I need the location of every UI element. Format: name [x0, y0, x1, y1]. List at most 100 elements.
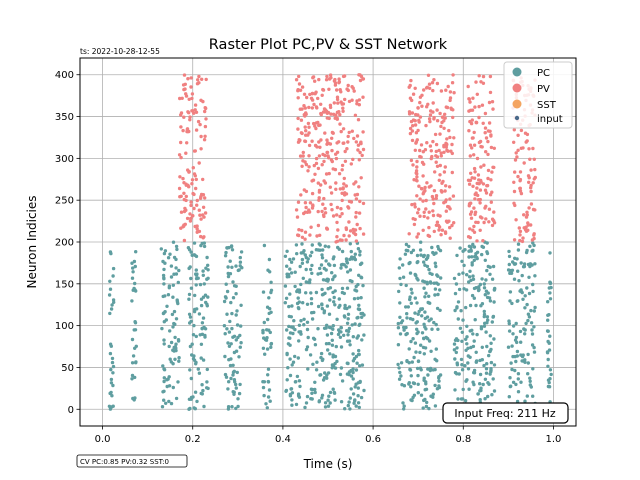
spike-marker [470, 146, 474, 150]
spike-marker [340, 212, 344, 216]
spike-marker [283, 284, 288, 288]
spike-marker [434, 149, 438, 154]
spike-marker [435, 220, 440, 224]
spike-marker [427, 294, 431, 298]
spike-marker [433, 287, 438, 291]
spike-marker [267, 311, 271, 316]
y-axis-label: Neuron Indicies [25, 195, 39, 288]
spike-marker [303, 125, 307, 129]
spike-marker [400, 383, 404, 387]
spike-marker [325, 74, 329, 79]
spike-marker [226, 274, 231, 279]
spike-marker [195, 307, 199, 311]
legend-label-sst: SST [537, 100, 557, 111]
spike-marker [340, 168, 344, 172]
spike-marker [283, 301, 287, 305]
spike-marker [523, 306, 527, 310]
spike-marker [520, 239, 525, 244]
spike-marker [239, 303, 243, 307]
spike-marker [162, 320, 166, 324]
spike-marker [326, 348, 330, 352]
spike-marker [288, 292, 292, 296]
spike-marker [408, 131, 413, 136]
spike-marker [411, 395, 415, 400]
spike-marker [521, 146, 525, 150]
spike-marker [109, 367, 113, 372]
spike-marker [473, 170, 477, 174]
spike-marker [474, 252, 478, 256]
spike-marker [514, 151, 518, 155]
spike-marker [466, 367, 471, 371]
spike-marker [444, 88, 448, 92]
spike-marker [410, 202, 414, 207]
spike-marker [198, 122, 202, 127]
spike-marker [346, 205, 350, 209]
spike-marker [446, 84, 450, 89]
spike-marker [323, 371, 327, 375]
spike-marker [490, 223, 495, 228]
spike-marker [423, 388, 427, 392]
spike-marker [527, 291, 532, 296]
spike-marker [429, 394, 433, 398]
spike-marker [448, 90, 453, 94]
spike-marker [510, 301, 514, 306]
spike-marker [400, 319, 405, 323]
spike-marker [133, 281, 137, 286]
spike-marker [411, 92, 416, 96]
spike-marker [206, 268, 210, 272]
spike-marker [515, 299, 519, 303]
spike-marker [421, 254, 426, 259]
spike-marker [312, 163, 316, 168]
spike-marker [204, 300, 208, 305]
spike-marker [285, 249, 289, 253]
spike-marker [435, 387, 440, 391]
spike-marker [345, 361, 349, 365]
spike-marker [308, 201, 313, 205]
spike-marker [333, 366, 338, 370]
spike-marker [176, 380, 180, 384]
spike-marker [305, 95, 309, 100]
spike-marker [492, 363, 497, 367]
spike-marker [416, 260, 420, 264]
spike-marker [468, 227, 472, 231]
spike-marker [310, 317, 315, 321]
spike-marker [303, 201, 308, 205]
spike-marker [320, 256, 325, 260]
spike-marker [409, 301, 413, 305]
spike-marker [532, 157, 536, 161]
spike-marker [130, 337, 135, 342]
spike-marker [313, 79, 317, 83]
spike-marker [317, 242, 321, 246]
input-freq-box [442, 402, 569, 424]
spike-marker [171, 385, 175, 390]
spike-marker [223, 295, 228, 299]
spike-marker [328, 105, 333, 110]
spike-marker [285, 328, 289, 332]
spike-marker [483, 126, 488, 130]
spike-marker [354, 354, 359, 359]
spike-marker [491, 314, 496, 319]
spike-marker [418, 100, 422, 105]
spike-marker [470, 176, 474, 180]
spike-marker [476, 392, 480, 396]
spike-marker [530, 238, 535, 242]
spike-marker [531, 289, 535, 294]
spike-marker [518, 229, 523, 234]
spike-marker [203, 134, 207, 138]
spike-marker [304, 280, 308, 284]
spike-marker [227, 344, 232, 348]
spike-marker [475, 181, 479, 186]
spike-marker [192, 192, 196, 197]
spike-marker [238, 255, 242, 260]
spike-marker [446, 149, 450, 153]
spike-marker [309, 225, 313, 229]
spike-marker [515, 349, 520, 354]
spike-marker [206, 276, 210, 280]
spike-marker [197, 81, 201, 85]
spike-marker [423, 316, 427, 321]
spike-marker [304, 267, 308, 272]
spike-marker [110, 394, 114, 398]
spike-marker [304, 401, 309, 405]
spike-marker [432, 189, 437, 193]
spike-marker [231, 335, 235, 339]
